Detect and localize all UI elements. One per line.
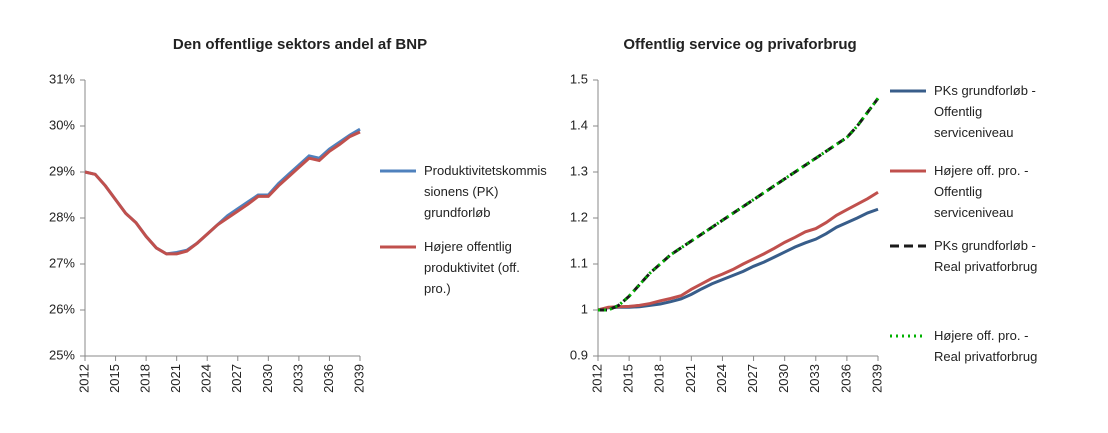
- y-tick-label: 26%: [49, 301, 75, 316]
- legend-item: Højere offentlig produktivitet (off. pro…: [378, 236, 548, 299]
- legend-item: Højere off. pro. - Real privatforbrug: [888, 325, 1058, 367]
- x-tick-label: 2027: [745, 364, 760, 393]
- x-tick-label: 2018: [138, 364, 153, 393]
- series-line: [597, 207, 879, 312]
- y-tick-label: 0.9: [570, 347, 588, 362]
- legend-item: Højere off. pro. - Offentlig servicenive…: [888, 160, 1058, 223]
- x-tick-label: 2039: [351, 364, 366, 393]
- legend-item: PKs grundforløb - Real privatforbrug: [888, 235, 1058, 277]
- x-tick-label: 2012: [589, 364, 604, 393]
- x-tick-label: 2030: [260, 364, 275, 393]
- y-tick-label: 28%: [49, 209, 75, 224]
- legend-item: Produktivitetskommissionens (PK) grundfo…: [378, 160, 548, 223]
- y-tick-label: 31%: [49, 71, 75, 86]
- series-line: [84, 127, 361, 256]
- x-tick-label: 2036: [321, 364, 336, 393]
- chart-title: Den offentlige sektors andel af BNP: [173, 36, 427, 53]
- y-tick-label: 25%: [49, 347, 75, 362]
- legend-swatch: [890, 169, 926, 173]
- legend-swatch: [890, 334, 926, 338]
- y-tick-label: 1.3: [570, 163, 588, 178]
- y-tick-label: 30%: [49, 117, 75, 132]
- legend-label: Højere off. pro. - Real privatforbrug: [934, 328, 1038, 364]
- x-tick-label: 2027: [229, 364, 244, 393]
- chart-title: Offentlig service og privaforbrug: [623, 36, 856, 53]
- legend-swatch: [380, 169, 416, 173]
- x-tick-label: 2015: [107, 364, 122, 393]
- legend-item: PKs grundforløb - Offentlig servicenivea…: [888, 80, 1058, 143]
- legend-label: Højere offentlig produktivitet (off. pro…: [424, 239, 520, 296]
- series-line: [598, 97, 880, 312]
- series-line: [597, 190, 879, 312]
- x-tick-label: 2033: [290, 364, 305, 393]
- legend-label: Højere off. pro. - Offentlig servicenive…: [934, 163, 1029, 220]
- y-tick-label: 1.2: [570, 209, 588, 224]
- x-tick-label: 2024: [714, 364, 729, 393]
- x-tick-label: 2021: [168, 364, 183, 393]
- y-tick-label: 1.4: [570, 117, 588, 132]
- x-tick-label: 2033: [807, 364, 822, 393]
- legend-label: PKs grundforløb - Offentlig servicenivea…: [934, 83, 1036, 140]
- x-tick-label: 2015: [621, 364, 636, 393]
- y-tick-label: 29%: [49, 163, 75, 178]
- legend-label: PKs grundforløb - Real privatforbrug: [934, 238, 1038, 274]
- x-tick-label: 2021: [683, 364, 698, 393]
- y-tick-label: 1.5: [570, 71, 588, 86]
- x-tick-label: 2018: [652, 364, 667, 393]
- y-tick-label: 1: [581, 301, 588, 316]
- x-tick-label: 2030: [776, 364, 791, 393]
- legend-swatch: [380, 245, 416, 249]
- x-tick-label: 2024: [199, 364, 214, 393]
- legend-swatch: [890, 89, 926, 93]
- x-tick-label: 2039: [869, 364, 884, 393]
- series-line: [84, 130, 361, 256]
- x-tick-label: 2036: [838, 364, 853, 393]
- legend-swatch: [890, 244, 926, 248]
- series-line: [598, 97, 880, 312]
- legend-label: Produktivitetskommissionens (PK) grundfo…: [424, 163, 547, 220]
- y-tick-label: 1.1: [570, 255, 588, 270]
- y-tick-label: 27%: [49, 255, 75, 270]
- x-tick-label: 2012: [76, 364, 91, 393]
